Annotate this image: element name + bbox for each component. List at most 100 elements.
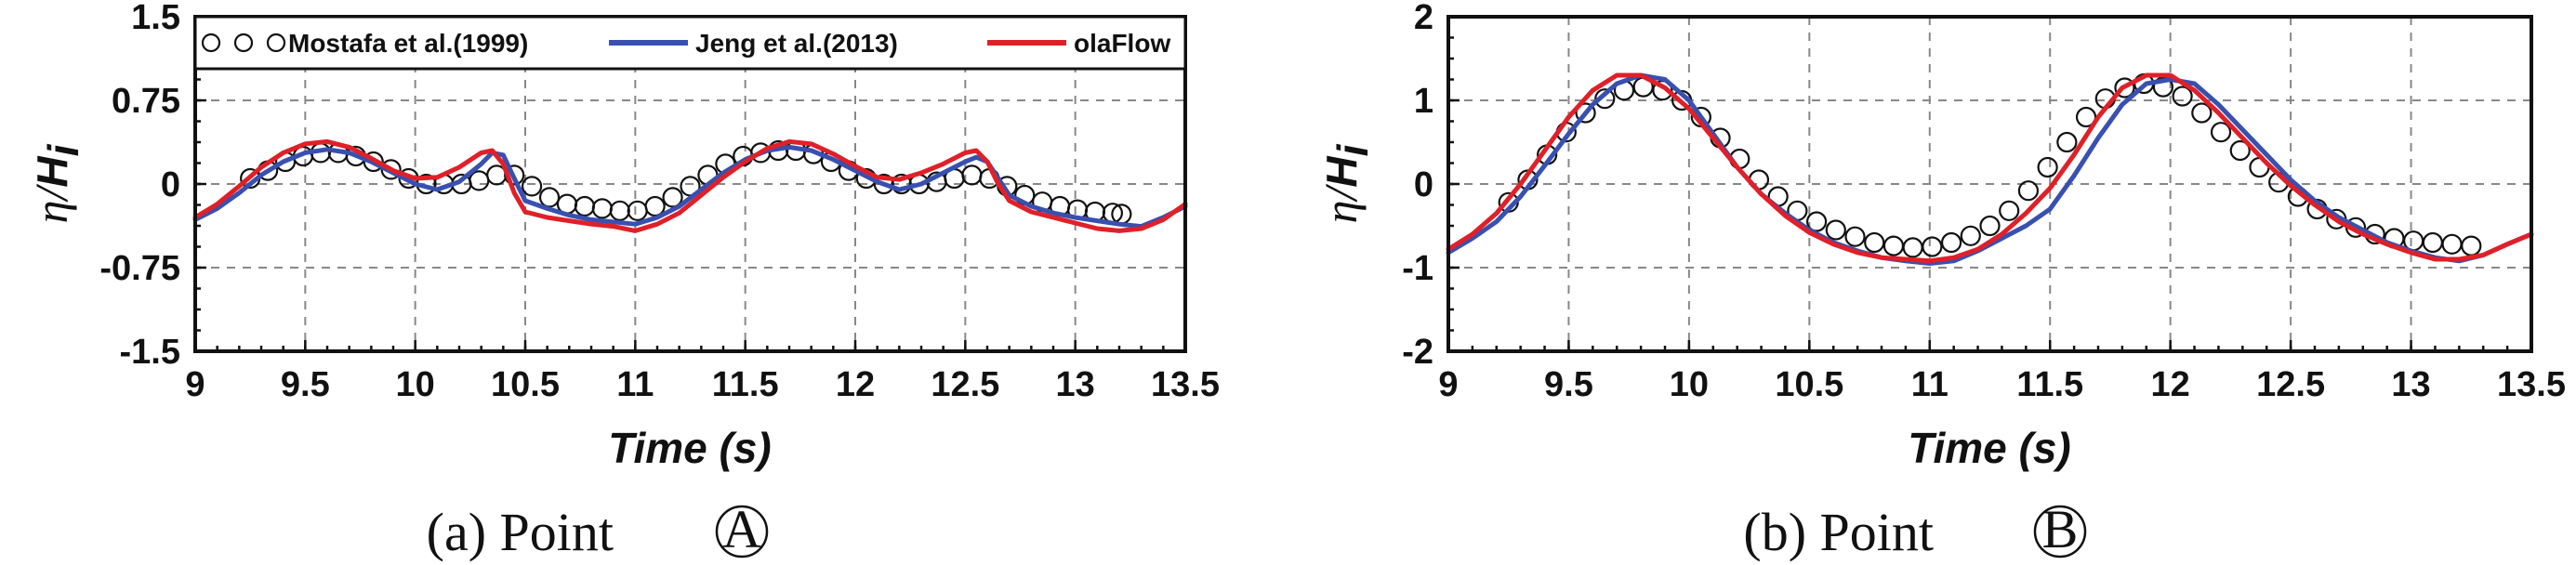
panel-b-ytick-label: 1 [1414,82,1433,121]
panel-b-mostafa-point [1594,88,1616,110]
panel-b-grid [1448,17,2531,351]
panel-a-mostafa-point [521,176,543,197]
panel-a-point-symbol: A [715,499,769,559]
panel-a-xtick-label: 11 [616,365,654,404]
panel-b-xtick-label: 13.5 [2497,365,2566,404]
panel-b-mostafa-point [1922,236,1943,257]
panel-b-ylabel: η/Hi [1314,143,1377,223]
panel-a-mostafa-point [662,187,683,208]
panel-a-point-circle [715,505,769,558]
panel-b-mostafa-point [1805,211,1828,232]
panel-b-xtick-label: 9.5 [1544,365,1593,404]
panel-b-xtick-label: 9 [1438,365,1458,404]
legend-label-olaflow: olaFlow [1074,29,1170,58]
panel-a-xtick-label: 10 [396,365,435,404]
panel-a-ytick-label: 0 [161,165,180,204]
panel-b-jeng-line [1446,72,2534,266]
panel-a-ylabel: η/Hi [25,143,87,223]
panel-a-ytick-label: 1.5 [131,0,180,37]
panel-b-mostafa-point [2422,231,2443,254]
panel-b-xtick-label: 11.5 [2016,365,2083,404]
panel-a-grid [195,17,1185,351]
panel-b-xlabel: Time (s) [1908,424,2071,472]
panel-b-xtick-label: 12 [2151,365,2190,404]
panel-b-xtick-label: 11 [1911,365,1949,404]
panel-b-mostafa-point [2114,77,2135,99]
panel-b-mostafa-point [2172,85,2193,107]
panel-b-xtick-label: 10 [1670,365,1709,404]
panel-b-mostafa-point [1825,219,1846,241]
panel-a-mostafa-point [469,170,490,191]
panel-a-mostafa-point [609,200,630,221]
panel-a-xtick-label: 13 [1056,365,1095,404]
panel-a-ylabel-subscript: i [39,143,87,156]
panel-b-mostafa-point [2056,131,2078,153]
legend-label-jeng: Jeng et al.(2013) [695,29,898,58]
panel-a: 9 9.5 10 10.5 11 11.5 12 12.5 13 13.5 1.5 0.75 0 -0.… [25,0,1220,562]
panel-a-xtick-label: 12 [836,365,875,404]
panel-a-xtick-label: 9.5 [281,365,330,404]
panel-a-ytick-label: 0.75 [112,82,180,121]
panel-b-xtick-label: 10.5 [1775,365,1843,404]
panel-a-ytick-labels: 1.5 0.75 0 -0.75 -1.5 [99,0,180,372]
panel-b-ylabel-subscript: i [1328,143,1377,156]
panel-a-ytick-label: -1.5 [120,333,180,372]
panel-b-mostafa-point [1882,235,1905,256]
panel-a-xtick-label: 11.5 [712,365,779,404]
panel-a-ylabel-eta: η/ [25,184,77,224]
panel-b: 9 9.5 10 10.5 11 11.5 12 12.5 13 13.5 210-1-2 η/H… [1314,0,2566,562]
panel-a-mostafa-point [538,187,561,208]
panel-a-xtick-label: 13.5 [1151,365,1220,404]
panel-a-xtick-label: 12.5 [931,365,999,404]
panel-b-ylabel-h: H [1317,156,1366,188]
legend-marker-1 [201,33,221,53]
panel-a-caption: (a) Point [427,502,614,562]
panel-b-mostafa-point [2461,235,2482,256]
panel-b-mostafa-point [2017,180,2040,202]
panel-b-point-symbol: B [2033,499,2087,559]
panel-b-ytick-label: -1 [1402,249,1433,288]
panel-a-mostafa-point [627,200,648,221]
panel-b-mostafa-point [2210,122,2232,143]
panel-a-jeng-line [192,144,1188,230]
panel-b-mostafa-point [1960,225,1981,246]
panel-b-point-letter: B [2042,499,2079,559]
panel-b-ytick-label: -2 [1402,333,1433,372]
panel-b-mostafa-point [1902,237,1923,258]
panel-b-mostafa-point [1940,231,1962,254]
panel-b-ylabel-eta: η/ [1314,184,1367,224]
panel-b-mostafa-point [2441,233,2463,255]
panel-b-mostafa-point [2037,156,2058,178]
panel-b-mostafa-point [1844,226,1866,247]
panel-b-caption: (b) Point [1743,502,1934,562]
panel-b-point-circle [2033,505,2087,558]
panel-b-mostafa-point [2152,76,2173,98]
panel-b-mostafa-point [1999,200,2020,221]
panel-b-olaflow-line [1446,72,2534,264]
panel-a-point-letter: A [722,499,761,559]
panel-b-xtick-label: 13 [2391,365,2430,404]
panel-a-mostafa-point [504,164,525,186]
panel-a-xlabel: Time (s) [608,424,772,472]
panel-a-ylabel-h: H [28,156,76,188]
panel-b-mostafa-point [1979,215,2001,237]
svg-text:η/Hi: η/Hi [1314,143,1377,223]
legend-label-mostafa: Mostafa et al.(1999) [288,29,528,58]
svg-text:η/Hi: η/Hi [25,143,87,223]
panel-a-olaflow-line [192,138,1188,233]
panel-a-series [192,138,1188,233]
panel-a-xtick-labels: 9 9.5 10 10.5 11 11.5 12 12.5 13 13.5 [185,365,1220,404]
panel-b-mostafa-point [1864,231,1885,254]
legend-marker-3 [266,33,286,53]
panel-b-mostafa-point [1575,102,1596,124]
panel-b-mostafa-point [2229,139,2251,162]
panel-a-mostafa-point [574,195,596,217]
panel-a-mostafa-point [644,195,666,217]
panel-b-series [1446,72,2534,266]
legend-marker-2 [233,33,254,53]
panel-b-frame [1447,15,2533,353]
panel-b-ytick-label: 2 [1414,0,1433,37]
panel-a-xtick-label: 10.5 [491,365,560,404]
panel-b-xtick-labels: 9 9.5 10 10.5 11 11.5 12 12.5 13 13.5 [1438,365,2566,404]
